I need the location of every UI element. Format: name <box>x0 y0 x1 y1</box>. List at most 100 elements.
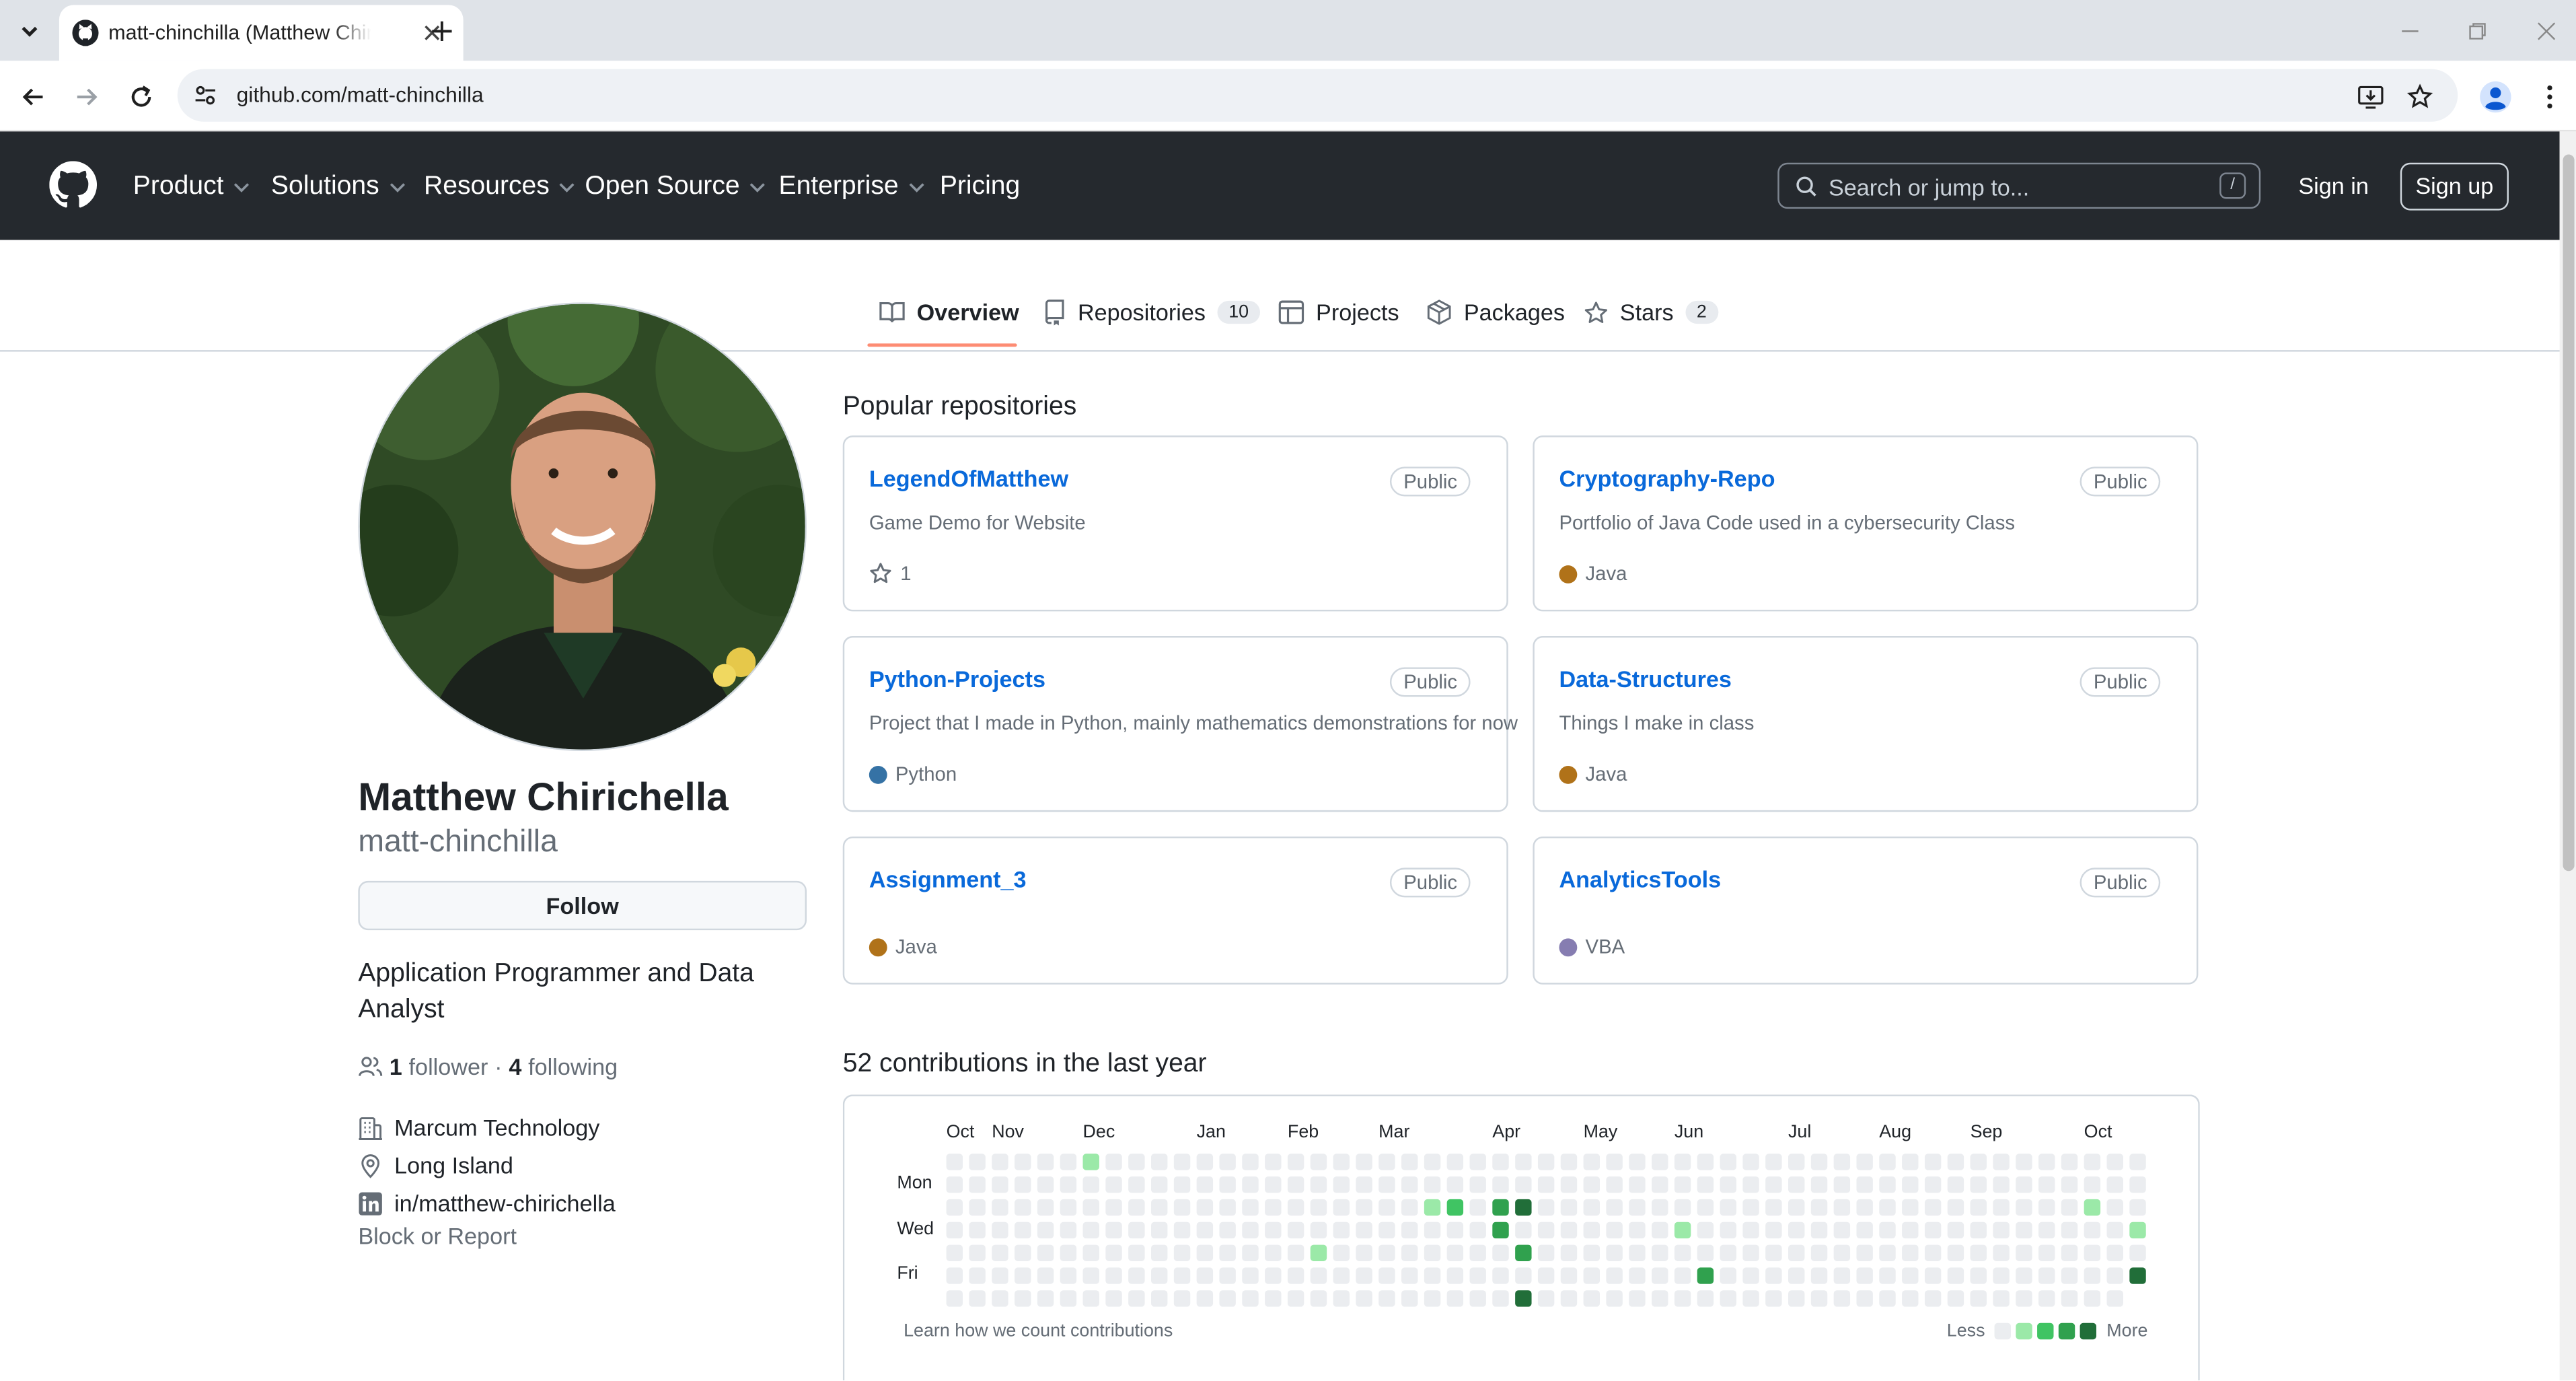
people-icon <box>358 1055 383 1078</box>
scrollbar-thumb[interactable] <box>2563 154 2575 872</box>
learn-contributions-link[interactable]: Learn how we count contributions <box>904 1321 1173 1341</box>
restore-icon[interactable] <box>2458 13 2497 50</box>
avatar[interactable] <box>358 302 807 751</box>
repo-card-analyticstools: AnalyticsTools Public VBA <box>1533 836 2199 985</box>
legend-level-2 <box>2037 1322 2055 1340</box>
back-icon[interactable] <box>13 77 53 117</box>
chevron-down-icon <box>233 182 250 193</box>
tab-stars-label: Stars <box>1619 299 1674 326</box>
repo-name-link[interactable]: Cryptography-Repo <box>1559 465 1775 492</box>
search-shortcut-key: / <box>2219 172 2246 199</box>
visibility-badge: Public <box>2080 867 2161 898</box>
tab-overview[interactable]: Overview <box>879 299 1019 326</box>
repo-language: Java <box>1559 562 1627 585</box>
tab-overview-label: Overview <box>916 299 1019 326</box>
block-or-report-link[interactable]: Block or Report <box>358 1222 517 1249</box>
repo-name-link[interactable]: Python-Projects <box>869 666 1045 693</box>
repo-description: Things I make in class <box>1559 711 1755 735</box>
linkedin-link[interactable]: in/matthew-chirichella <box>394 1190 616 1217</box>
tab-packages-label: Packages <box>1463 299 1565 326</box>
nav-solutions[interactable]: Solutions <box>271 172 406 202</box>
bookmark-star-icon[interactable] <box>2400 77 2440 117</box>
linkedin-row: in/matthew-chirichella <box>358 1190 616 1217</box>
reload-icon[interactable] <box>122 77 161 117</box>
repo-card-assignment-3: Assignment_3 Public Java <box>842 836 1508 985</box>
visibility-badge: Public <box>1390 466 1471 497</box>
contributions-legend: Less More <box>1947 1321 2148 1341</box>
book-icon <box>879 299 905 325</box>
followers-label[interactable]: follower <box>408 1053 488 1080</box>
nav-label: Open Source <box>585 172 740 201</box>
close-window-icon[interactable] <box>2527 13 2567 50</box>
popular-repos-heading: Popular repositories <box>842 392 1077 421</box>
follow-button[interactable]: Follow <box>358 880 807 931</box>
package-icon <box>1426 299 1452 325</box>
tab-stars[interactable]: Stars 2 <box>1584 299 1718 326</box>
company-row: Marcum Technology <box>358 1114 599 1141</box>
plus-icon[interactable] <box>424 13 460 50</box>
github-logo-icon[interactable] <box>49 161 98 209</box>
forward-icon[interactable] <box>67 77 107 117</box>
legend-level-3 <box>2059 1322 2075 1340</box>
contributions-calendar <box>842 1094 2200 1381</box>
legend-level-0 <box>1995 1322 2012 1340</box>
sign-up-button[interactable]: Sign up <box>2400 162 2509 211</box>
month-label: Jul <box>1788 1122 1812 1143</box>
repo-card-data-structures: Data-Structures Public Things I make in … <box>1533 636 2199 812</box>
address-bar[interactable]: github.com/matt-chinchilla <box>177 69 2458 122</box>
nav-pricing[interactable]: Pricing <box>940 172 1020 202</box>
repo-name-link[interactable]: LegendOfMatthew <box>869 465 1069 492</box>
language-name: Python <box>895 763 957 786</box>
repo-name-link[interactable]: Assignment_3 <box>869 865 1027 893</box>
following-count[interactable]: 4 <box>509 1053 522 1080</box>
chevron-down-icon <box>749 182 766 193</box>
browser-tab[interactable]: matt-chinchilla (Matthew Chirichella) <box>59 5 464 61</box>
tab-packages[interactable]: Packages <box>1426 299 1565 326</box>
url-text[interactable]: github.com/matt-chinchilla <box>236 82 484 107</box>
tab-search-icon[interactable] <box>10 13 50 50</box>
minimize-icon[interactable] <box>2390 13 2430 50</box>
star-icon <box>1584 300 1609 325</box>
tab-projects-label: Projects <box>1316 299 1399 326</box>
month-label: May <box>1583 1122 1618 1143</box>
menu-icon[interactable] <box>2530 77 2570 117</box>
month-label: Sep <box>1970 1122 2003 1143</box>
tab-repositories[interactable]: Repositories 10 <box>1043 299 1261 326</box>
language-color-dot <box>869 765 887 783</box>
nav-open-source[interactable]: Open Source <box>585 172 766 202</box>
close-icon[interactable] <box>417 18 447 48</box>
install-app-icon[interactable] <box>2351 77 2391 117</box>
chevron-down-icon <box>559 182 575 193</box>
profile-icon[interactable] <box>2476 77 2515 117</box>
nav-resources[interactable]: Resources <box>424 172 576 202</box>
legend-more: More <box>2106 1321 2148 1341</box>
month-label: Oct <box>946 1122 975 1143</box>
repo-description: Game Demo for Website <box>869 511 1086 534</box>
repo-stars[interactable]: 1 <box>869 562 912 585</box>
browser-toolbar: github.com/matt-chinchilla <box>0 61 2576 132</box>
repo-description: Portfolio of Java Code used in a cyberse… <box>1559 511 2016 534</box>
site-info-icon[interactable] <box>194 84 217 107</box>
day-label: Mon <box>897 1173 932 1193</box>
nav-product[interactable]: Product <box>133 172 250 202</box>
repo-name-link[interactable]: Data-Structures <box>1559 666 1732 693</box>
month-label: Jan <box>1196 1122 1226 1143</box>
following-label[interactable]: following <box>528 1053 618 1080</box>
chevron-down-icon <box>908 182 924 193</box>
language-color-dot <box>1559 564 1578 583</box>
nav-enterprise[interactable]: Enterprise <box>779 172 925 202</box>
repo-card-cryptography-repo: Cryptography-Repo Public Portfolio of Ja… <box>1533 435 2199 612</box>
search-input[interactable]: Search or jump to... / <box>1777 162 2261 209</box>
language-name: Java <box>895 935 937 958</box>
repo-name-link[interactable]: AnalyticsTools <box>1559 865 1722 893</box>
tab-repositories-label: Repositories <box>1077 299 1206 326</box>
tab-projects[interactable]: Projects <box>1278 299 1399 326</box>
building-icon <box>358 1115 383 1140</box>
page-scrollbar[interactable] <box>2559 131 2576 1381</box>
month-label: Apr <box>1492 1122 1521 1143</box>
month-label: Dec <box>1082 1122 1115 1143</box>
sign-in-link[interactable]: Sign in <box>2298 172 2369 199</box>
repo-star-count: 1 <box>900 562 912 586</box>
selected-tab-indicator <box>867 343 1017 347</box>
followers-count[interactable]: 1 <box>389 1053 402 1080</box>
